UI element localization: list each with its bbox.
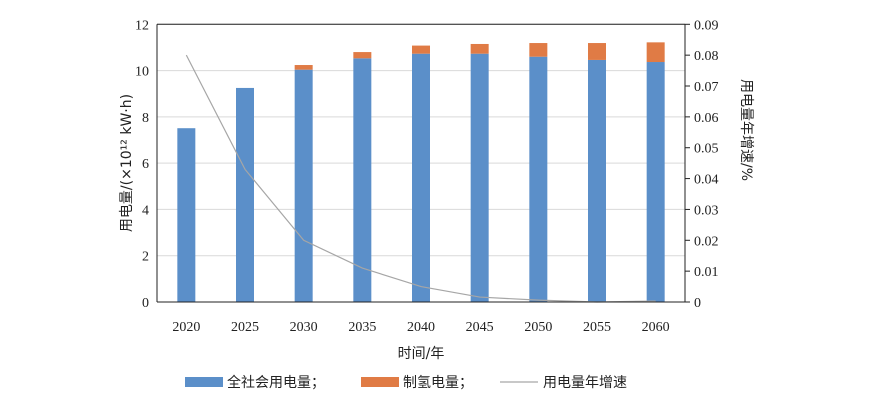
bar-total (412, 53, 430, 303)
y-tick-label: 2 (142, 250, 149, 265)
legend-swatch-hydrogen (361, 377, 399, 387)
growth-line (185, 54, 656, 303)
x-tick-label: 2060 (642, 320, 670, 335)
bar-hydrogen (646, 42, 665, 63)
legend-label-hydrogen: 制氢电量； (403, 375, 473, 391)
y2-tick-label: 0.03 (694, 203, 719, 218)
y2-tick-label: 0.04 (694, 173, 719, 188)
bars (177, 42, 665, 303)
bar-total (353, 58, 372, 302)
bar-total (646, 62, 665, 302)
y2-tick-label: 0 (694, 296, 701, 311)
axes (156, 23, 690, 303)
tick-labels: 0 2 4 6 8 10 12 0 0.01 0.02 0.03 0.04 0.05 0.06 0.07 0.… (135, 18, 719, 335)
legend-label-total: 全社会用电量； (227, 374, 325, 391)
x-tick-label: 2040 (407, 320, 435, 335)
x-tick-label: 2035 (348, 320, 376, 335)
legend: 全社会用电量； 制氢电量； 用电量年增速 (185, 374, 627, 391)
x-tick-label: 2045 (466, 320, 494, 335)
bar-hydrogen (470, 43, 489, 54)
bar-total (294, 69, 313, 302)
bar-hydrogen (588, 43, 606, 60)
y-axis-label: 用电量/(×10¹² kW·h) (119, 94, 135, 232)
y-tick-label: 4 (142, 203, 149, 218)
bar-total (470, 53, 489, 303)
y-tick-label: 6 (142, 157, 149, 172)
legend-label-growth: 用电量年增速 (543, 375, 627, 391)
x-tick-label: 2030 (290, 320, 318, 335)
bar-hydrogen (353, 52, 372, 59)
y2-tick-label: 0.08 (694, 49, 719, 64)
y2-tick-label: 0.06 (694, 111, 719, 126)
bar-hydrogen (529, 43, 548, 57)
bar-hydrogen (294, 65, 313, 70)
x-tick-label: 2050 (524, 320, 552, 335)
y-tick-label: 0 (142, 296, 149, 311)
y2-tick-label: 0.02 (694, 234, 719, 249)
y2-tick-label: 0.07 (694, 80, 719, 95)
y-tick-label: 10 (135, 65, 149, 80)
y2-axis-label: 用电量年增速/% (738, 79, 754, 181)
y-tick-label: 12 (135, 18, 149, 33)
bar-total (236, 87, 254, 303)
y2-tick-label: 0.09 (694, 18, 719, 33)
bar-total (177, 128, 196, 302)
x-tick-label: 2055 (583, 320, 611, 335)
legend-swatch-total (185, 377, 223, 387)
x-tick-label: 2025 (231, 320, 259, 335)
y-tick-label: 8 (142, 111, 149, 126)
y2-tick-label: 0.05 (694, 142, 719, 157)
x-axis-label: 时间/年 (398, 346, 445, 362)
bar-total (588, 59, 606, 302)
bar-hydrogen (412, 45, 430, 54)
bar-total (529, 56, 548, 302)
y2-tick-label: 0.01 (694, 265, 719, 280)
x-tick-label: 2020 (172, 320, 200, 335)
